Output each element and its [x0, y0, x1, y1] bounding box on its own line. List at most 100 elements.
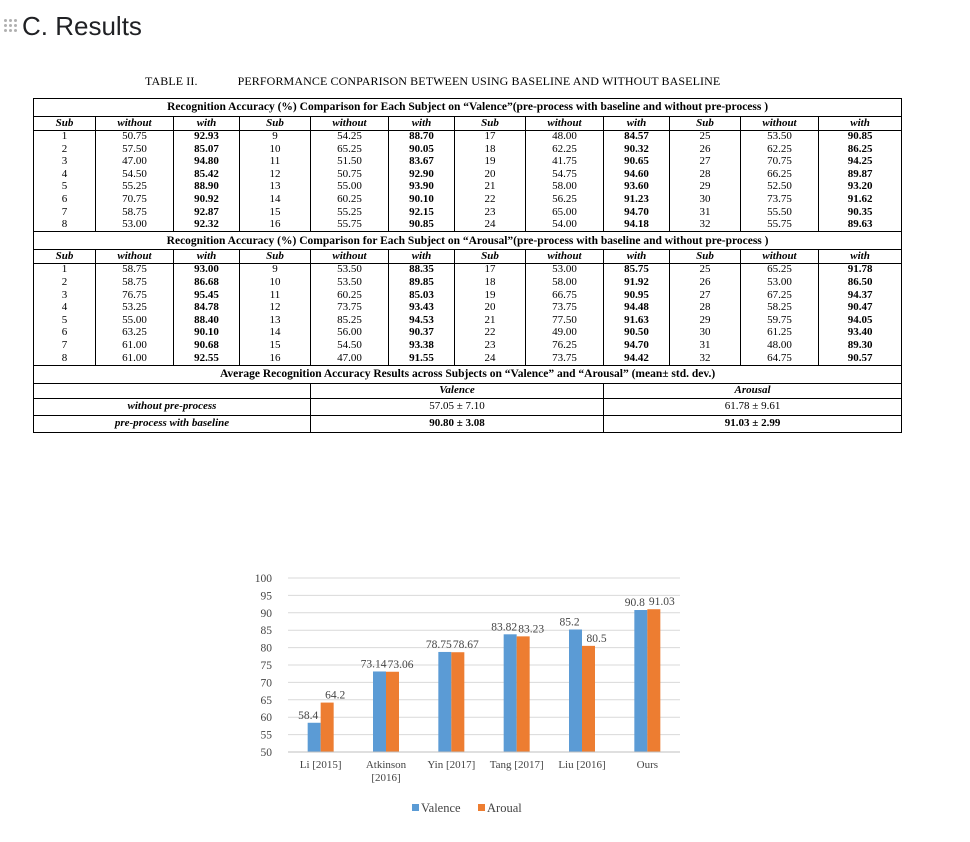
table-cell: 2 — [61, 143, 68, 155]
table-cell: 70.75 — [95, 193, 174, 207]
table-cell: 77.50 — [525, 314, 604, 327]
table-row: 7 58.75 92.87 15 55.25 92.15 23 65.00 94.70 31 55.… — [34, 206, 902, 219]
table-cell: 94.70 — [603, 339, 670, 353]
table-cell: 53.25 — [95, 301, 174, 315]
table-row: 6 63.25 90.10 14 56.00 90.37 22 49.00 90.50 30 61.… — [34, 326, 902, 340]
table-row: 6 70.75 90.92 14 60.25 90.10 22 56.25 91.23 30 73.… — [34, 193, 902, 207]
column-header: without — [310, 249, 389, 264]
table-cell: 17 — [454, 130, 526, 144]
table-cell: 90.32 — [603, 143, 670, 156]
data-label: 80.5 — [586, 633, 606, 645]
table-cell: 9 — [239, 130, 311, 144]
table-cell: 93.90 — [388, 180, 455, 194]
table-cell: 53.00 — [95, 218, 174, 232]
table-cell: 65.25 — [310, 143, 389, 156]
valence-column-headers: Sub without with Sub without with Sub without wi… — [33, 116, 902, 131]
table-cell: 6 — [61, 326, 68, 339]
table-cell: 56.00 — [310, 326, 389, 340]
table-cell: 27 — [669, 289, 741, 302]
table-cell: 2 — [61, 276, 68, 289]
valence-banner-text: Recognition Accuracy (%) Comparison for … — [33, 98, 902, 117]
table-cell: 26 — [669, 276, 741, 290]
table-cell: 51.50 — [310, 155, 389, 169]
average-arousal-value: 61.78 ± 9.61 — [602, 397, 902, 416]
chart-svg: 50 55 60 65 70 75 80 85 90 95 100 58.4 73.14 78.75 83.… — [255, 573, 680, 815]
y-tick-label: 70 — [261, 677, 273, 689]
table-cell: 53.50 — [310, 276, 389, 290]
table-cell: 20 — [454, 168, 526, 181]
section-title: C. Results — [22, 10, 142, 41]
table-row: 1 50.75 92.93 9 54.25 88.70 17 48.00 84.57 25 53.5… — [34, 130, 902, 144]
table-cell: 16 — [239, 352, 311, 366]
average-row-without: without pre-process 57.05 ± 7.10 61.78 ± 9… — [33, 397, 902, 416]
table-cell: 60.25 — [310, 193, 389, 207]
y-tick-label: 75 — [261, 660, 273, 672]
data-label: 91.03 — [649, 596, 675, 608]
table-cell: 8 — [61, 218, 68, 231]
table-cell: 90.92 — [173, 193, 240, 207]
table-cell: 61.00 — [95, 339, 174, 353]
table-cell: 86.50 — [817, 276, 902, 290]
table-cell: 3 — [61, 155, 68, 168]
average-column-headers: Valence Arousal — [33, 382, 902, 399]
table-cell: 59.75 — [740, 314, 819, 327]
table-row: 2 58.75 86.68 10 53.50 89.85 18 58.00 91.92 26 53.… — [34, 276, 902, 290]
legend-label: Aroual — [487, 801, 522, 815]
table-cell: 85.25 — [310, 314, 389, 327]
table-cell: 7 — [61, 339, 68, 352]
legend-swatch — [478, 804, 485, 811]
table-cell: 90.95 — [603, 289, 670, 302]
average-row-with: pre-process with baseline 90.80 ± 3.08 91.… — [33, 414, 902, 433]
table-cell: 31 — [669, 206, 741, 219]
table-cell: 91.92 — [603, 276, 670, 290]
x-category-label: [2016] — [371, 772, 400, 784]
average-valence-value: 90.80 ± 3.08 — [310, 414, 604, 433]
x-category-label: Yin [2017] — [427, 759, 475, 771]
table-cell: 90.68 — [173, 339, 240, 353]
table-row: 3 47.00 94.80 11 51.50 83.67 19 41.75 90.65 27 70.… — [34, 155, 902, 169]
table-cell: 29 — [669, 314, 741, 327]
table-cell: 47.00 — [95, 155, 174, 169]
table-cell: 73.75 — [310, 301, 389, 315]
average-corner — [33, 382, 311, 399]
table-row: 8 61.00 92.55 16 47.00 91.55 24 73.75 94.42 32 64.… — [34, 352, 902, 366]
table-cell: 53.50 — [740, 130, 819, 144]
table-cell: 18 — [454, 143, 526, 156]
table-cell: 84.57 — [603, 130, 670, 144]
table-cell: 28 — [669, 168, 741, 181]
table-cell: 92.93 — [173, 130, 240, 144]
table-row: 8 53.00 92.32 16 55.75 90.85 24 54.00 94.18 32 55.… — [34, 218, 902, 232]
column-header: Sub — [669, 116, 741, 131]
table-cell: 16 — [239, 218, 311, 232]
x-category-label: Li [2015] — [300, 759, 342, 771]
average-banner-text: Average Recognition Accuracy Results acr… — [33, 364, 902, 384]
table-cell: 8 — [61, 352, 68, 364]
drag-handle-icon[interactable] — [4, 19, 18, 33]
table-cell: 62.25 — [740, 143, 819, 156]
column-header: Sub — [669, 249, 741, 264]
section-heading: C. Results — [4, 6, 142, 46]
arousal-banner-text: Recognition Accuracy (%) Comparison for … — [33, 231, 902, 251]
table-cell: 89.30 — [817, 339, 902, 353]
table-cell: 94.80 — [173, 155, 240, 169]
table-cell: 27 — [669, 155, 741, 169]
table-cell: 94.48 — [603, 301, 670, 315]
table-cell: 32 — [669, 218, 741, 232]
table-cell: 70.75 — [740, 155, 819, 169]
table-row: 2 57.50 85.07 10 65.25 90.05 18 62.25 90.32 26 62.… — [34, 143, 902, 156]
table-cell: 85.75 — [603, 263, 670, 277]
data-label: 85.2 — [559, 617, 579, 629]
average-valence-value: 57.05 ± 7.10 — [310, 397, 604, 416]
bar-aroual — [582, 645, 595, 752]
table-cell: 47.00 — [310, 352, 389, 366]
table-cell: 93.40 — [817, 326, 902, 340]
table-cell: 5 — [61, 180, 68, 193]
bar-aroual — [451, 652, 465, 752]
column-header: Sub — [239, 116, 311, 131]
table-cell: 85.42 — [173, 168, 240, 181]
column-header: without — [525, 249, 604, 264]
y-tick-label: 95 — [261, 590, 273, 602]
table-cell: 10 — [239, 276, 311, 290]
bar-valence — [373, 671, 386, 752]
table-cell: 50.75 — [95, 130, 174, 144]
